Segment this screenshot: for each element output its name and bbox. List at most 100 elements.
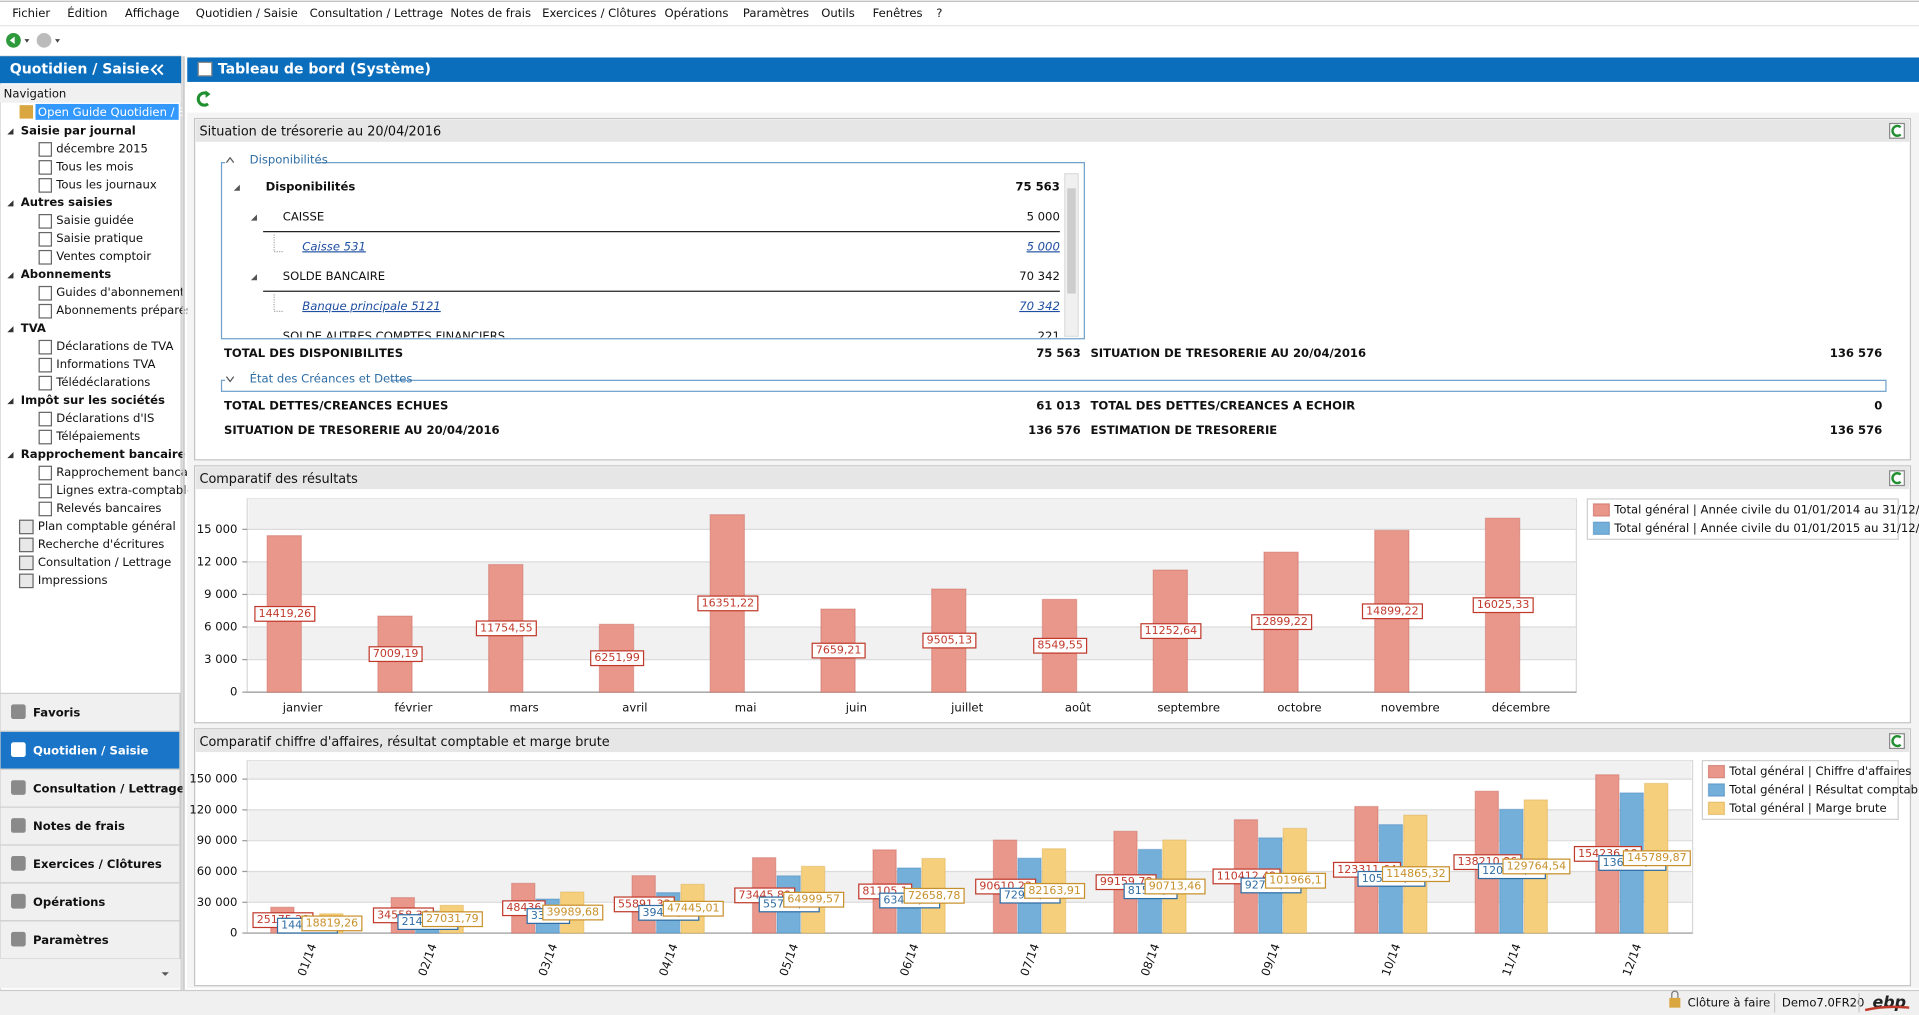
- tree-item[interactable]: Tous les journaux: [55, 177, 157, 191]
- item-icon: [38, 483, 53, 499]
- panel-header: [195, 467, 1910, 490]
- tree-group[interactable]: Impôt sur les sociétés: [21, 393, 165, 407]
- tree-item[interactable]: Saisie pratique: [56, 231, 143, 245]
- legend-swatch: [1592, 503, 1610, 517]
- x-tick-label: novembre: [1381, 701, 1440, 715]
- tree-item[interactable]: Saisie guidée: [56, 213, 133, 227]
- legend-label: Total général | Année civile du 01/01/20…: [1613, 502, 1919, 516]
- row-value: 5 000: [1027, 209, 1060, 223]
- toolbar: [0, 26, 1919, 54]
- value-label-box: [1251, 614, 1313, 631]
- module-button[interactable]: [0, 920, 181, 960]
- menu-item[interactable]: Affichage: [125, 6, 180, 20]
- item-icon: [38, 429, 53, 445]
- tree-item[interactable]: Déclarations de TVA: [56, 339, 173, 353]
- tree-item[interactable]: Guides d'abonnement: [56, 285, 185, 299]
- y-tick-label: 150 000: [189, 772, 237, 786]
- menu-item[interactable]: Outils: [821, 6, 855, 20]
- item-icon: [19, 105, 34, 119]
- value-label: 72658,78: [908, 889, 961, 902]
- menu-item[interactable]: Édition: [67, 5, 107, 20]
- module-button[interactable]: [0, 768, 181, 808]
- value-label: 8549,55: [1037, 639, 1083, 652]
- y-tick-label: 0: [230, 926, 237, 940]
- tree-item[interactable]: Télédéclarations: [55, 375, 150, 389]
- total-label: ESTIMATION DE TRESORERIE: [1090, 423, 1277, 437]
- value-label-box: [1140, 623, 1202, 640]
- value-label: 82163,91: [1028, 884, 1081, 897]
- grid-band: [248, 760, 1692, 780]
- x-tick-label: mai: [735, 701, 757, 715]
- x-tick-label: septembre: [1157, 701, 1220, 715]
- tree-item[interactable]: Télépaiements: [55, 429, 140, 443]
- menu-item[interactable]: Fichier: [12, 6, 50, 20]
- tree-group[interactable]: Rapprochement bancaire: [21, 447, 186, 461]
- tree-group[interactable]: Autres saisies: [21, 195, 113, 209]
- module-button[interactable]: [0, 882, 181, 922]
- logo-swoosh: [1864, 1005, 1910, 1012]
- row-label: SOLDE BANCAIRE: [283, 269, 385, 283]
- forward-button[interactable]: [36, 33, 52, 48]
- menu-item[interactable]: ?: [936, 6, 942, 20]
- value-label-box: [1472, 597, 1534, 614]
- menu-item[interactable]: Exercices / Clôtures: [542, 6, 656, 20]
- tree-item[interactable]: Tous les mois: [55, 159, 133, 173]
- tree-item[interactable]: Abonnements préparés: [56, 303, 192, 317]
- module-icon: [11, 856, 26, 871]
- panel: [193, 118, 1912, 461]
- value-label-box: [1024, 882, 1086, 899]
- total-value: 136 576: [1830, 423, 1883, 437]
- menu-item[interactable]: Paramètres: [743, 6, 809, 20]
- legend-label: Total général | Résultat comptable: [1728, 782, 1919, 796]
- tree-item[interactable]: décembre 2015: [56, 141, 148, 155]
- tree-item[interactable]: Recherche d'écritures: [38, 537, 164, 551]
- module-icon: [11, 818, 26, 833]
- module-button[interactable]: [0, 806, 181, 846]
- collapse-button[interactable]: [150, 64, 164, 76]
- menu-item[interactable]: Fenêtres: [873, 6, 923, 20]
- tree-item[interactable]: Plan comptable général: [38, 519, 176, 533]
- refresh-glyph: [1891, 124, 1902, 137]
- y-tick-label: 0: [230, 685, 237, 699]
- tree-group[interactable]: Saisie par journal: [21, 123, 136, 137]
- total-label: SITUATION DE TRESORERIE AU 20/04/2016: [224, 423, 500, 437]
- tree-item[interactable]: Ventes comptoir: [56, 249, 151, 263]
- item-icon: [18, 573, 34, 589]
- scroll-thumb[interactable]: [1067, 188, 1076, 294]
- refresh-button[interactable]: [196, 91, 209, 107]
- module-button[interactable]: [0, 730, 181, 770]
- menu-item[interactable]: Opérations: [665, 6, 729, 20]
- tree-item[interactable]: Déclarations d'IS: [56, 411, 154, 425]
- tree-group[interactable]: TVA: [21, 321, 46, 335]
- menu-item[interactable]: Quotidien / Saisie: [196, 6, 298, 20]
- tree-item[interactable]: Open Guide Quotidien / S...: [38, 105, 197, 119]
- tree-item[interactable]: Relevés bancaires: [56, 501, 161, 515]
- value-label: 64999,57: [787, 893, 840, 906]
- total-label: TOTAL DES DISPONIBILITES: [224, 346, 403, 360]
- value-label: 12899,22: [1255, 615, 1308, 628]
- menu-item[interactable]: Notes de frais: [450, 6, 531, 20]
- grid-band: [248, 561, 1576, 595]
- menu-item[interactable]: Consultation / Lettrage: [310, 6, 443, 20]
- tree-item[interactable]: Impressions: [38, 573, 108, 587]
- value-label: 16351,22: [702, 596, 755, 609]
- module-label: Notes de frais: [33, 819, 125, 833]
- tree-item[interactable]: Lignes extra-comptables: [56, 483, 199, 497]
- sidebar-title: Quotidien / Saisie: [10, 62, 150, 78]
- value-label: 90713,46: [1149, 880, 1202, 893]
- more-button: [161, 972, 169, 976]
- y-tick-label: 6 000: [204, 620, 237, 634]
- tree-group[interactable]: Abonnements: [21, 267, 111, 281]
- total-value: 0: [1874, 399, 1882, 413]
- grid-band: [248, 809, 1692, 841]
- module-button[interactable]: [0, 692, 181, 732]
- tree-item[interactable]: Consultation / Lettrage: [38, 555, 171, 569]
- value-label: 114865,32: [1386, 867, 1446, 880]
- refresh-glyph: [1891, 734, 1902, 748]
- value-label-box: [254, 605, 316, 622]
- value-label-box: [542, 904, 604, 921]
- tree-item[interactable]: Informations TVA: [56, 357, 155, 371]
- x-tick-label: avril: [622, 701, 647, 715]
- tree-item[interactable]: Rapprochement bancaire: [56, 465, 203, 479]
